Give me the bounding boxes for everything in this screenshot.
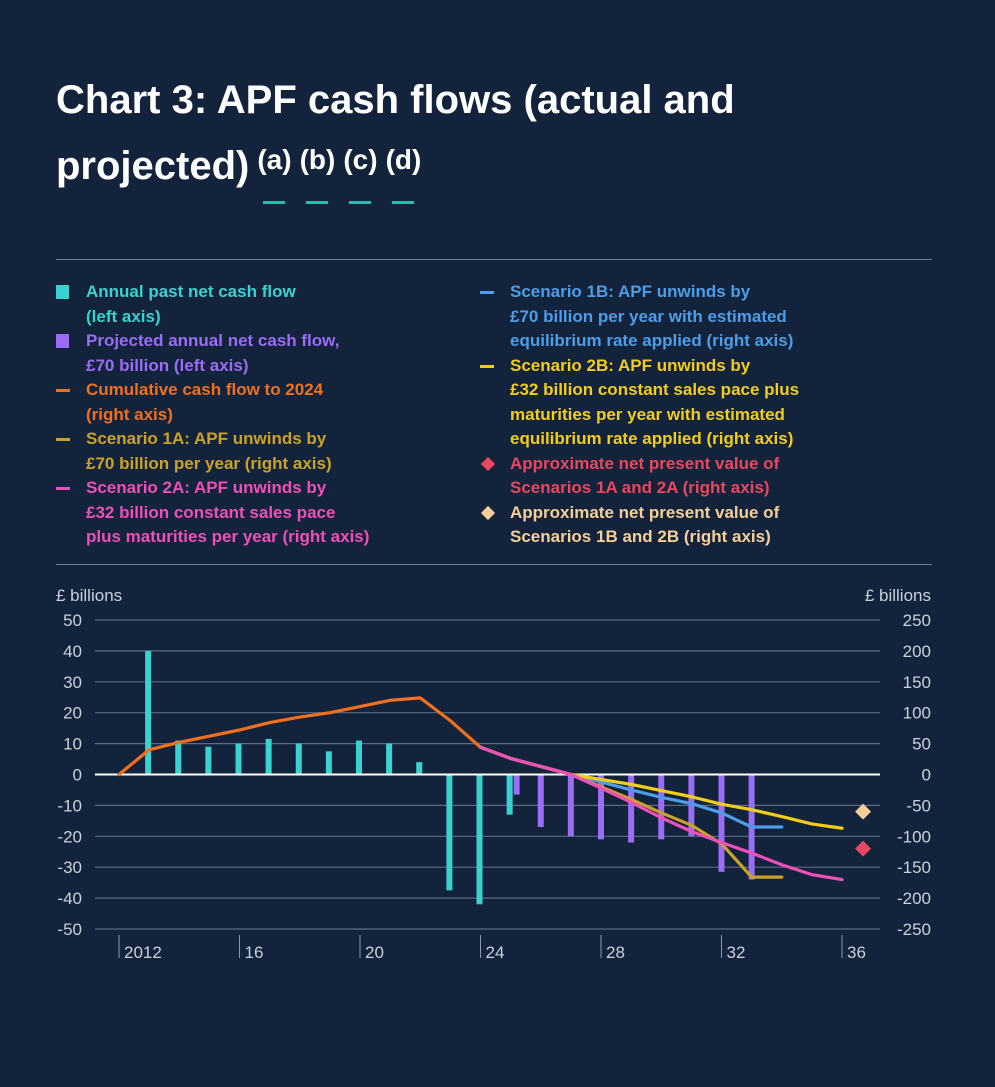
legend-item-left-0: Annual past net cash flow (left axis) [56, 280, 446, 329]
legend-marker [56, 285, 69, 299]
legend-top-rule [56, 259, 932, 260]
footnote-link-d[interactable]: (d) [386, 130, 421, 204]
legend-marker [480, 364, 494, 368]
right-axis-tick-label: 200 [903, 642, 931, 661]
legend-label: Projected annual net cash flow, £70 bill… [86, 331, 340, 375]
series-line-scenario-2a [478, 745, 844, 882]
left-axis-tick-label: 40 [63, 642, 82, 661]
left-axis-tick-label: -20 [57, 827, 82, 846]
legend-item-right-2: Approximate net present value of Scenari… [480, 452, 940, 501]
legend-label: Cumulative cash flow to 2024 (right axis… [86, 380, 324, 424]
legend-marker [56, 438, 70, 441]
right-axis-tick-label: -200 [897, 889, 931, 908]
legend-label: Approximate net present value of Scenari… [510, 453, 780, 498]
left-axis-tick-label: -40 [57, 889, 82, 908]
legend-label: Scenario 2B: APF unwinds by £32 billion … [510, 355, 800, 449]
right-axis-unit: £ billions [864, 586, 931, 605]
left-axis-tick-label: 0 [73, 766, 82, 785]
legend-marker [480, 291, 494, 294]
chart-legend: Annual past net cash flow (left axis) Pro… [56, 270, 936, 560]
left-axis-tick-label: -50 [57, 920, 82, 939]
footnote-link-c[interactable]: (c) [343, 130, 378, 204]
x-axis-tick-label: 32 [727, 943, 746, 962]
bar-past-cash-flow [205, 746, 212, 775]
legend-item-right-0: Scenario 1B: APF unwinds by £70 billion … [480, 280, 940, 354]
series-line-cumulative-cash-flow-to-2024 [117, 696, 483, 777]
bar-projected-cash-flow [628, 774, 635, 843]
chart-title: Chart 3: APF cash flows (actual and proj… [56, 70, 936, 204]
right-axis-tick-label: -50 [906, 796, 931, 815]
bar-past-cash-flow [386, 743, 393, 775]
legend-marker [56, 334, 69, 348]
legend-item-left-4: Scenario 2A: APF unwinds by £32 billion … [56, 476, 446, 550]
bar-past-cash-flow [446, 774, 453, 891]
legend-item-left-2: Cumulative cash flow to 2024 (right axis… [56, 378, 446, 427]
bar-projected-cash-flow [718, 774, 725, 872]
bar-projected-cash-flow [688, 774, 695, 837]
legend-item-left-1: Projected annual net cash flow, £70 bill… [56, 329, 446, 378]
footnote-link-a[interactable]: (a) [257, 130, 292, 204]
bar-projected-cash-flow [598, 774, 604, 840]
bar-past-cash-flow [265, 738, 272, 775]
right-axis-tick-label: -250 [897, 920, 931, 939]
bar-projected-cash-flow [658, 774, 665, 840]
legend-column-left: Annual past net cash flow (left axis) Pro… [56, 280, 446, 550]
npv-diamond [855, 803, 872, 820]
legend-marker [56, 487, 70, 490]
bar-past-cash-flow [235, 743, 242, 775]
legend-item-left-3: Scenario 1A: APF unwinds by £70 billion … [56, 427, 446, 476]
bar-past-cash-flow [175, 740, 182, 775]
x-axis-tick-label: 2012 [124, 943, 162, 962]
legend-label: Scenario 1B: APF unwinds by £70 billion … [510, 282, 794, 350]
x-axis-tick-label: 20 [365, 943, 384, 962]
bar-past-cash-flow [506, 774, 513, 815]
left-axis-tick-label: 30 [63, 673, 82, 692]
bar-past-cash-flow [476, 774, 483, 905]
x-axis-tick-label: 24 [486, 943, 505, 962]
right-axis-tick-label: 250 [903, 611, 931, 630]
legend-item-right-3: Approximate net present value of Scenari… [480, 501, 940, 550]
right-axis-tick-label: 0 [922, 766, 931, 785]
left-axis-tick-label: -10 [57, 796, 82, 815]
bar-projected-cash-flow [567, 774, 574, 837]
bar-past-cash-flow [325, 751, 332, 775]
legend-item-right-1: Scenario 2B: APF unwinds by £32 billion … [480, 354, 940, 452]
right-axis-tick-label: -150 [897, 858, 931, 877]
legend-marker [56, 389, 70, 392]
legend-bottom-rule [56, 564, 932, 565]
bar-past-cash-flow [295, 743, 302, 775]
legend-label: Scenario 1A: APF unwinds by £70 billion … [86, 429, 332, 473]
left-axis-tick-label: 50 [63, 611, 82, 630]
legend-label: Annual past net cash flow (left axis) [86, 282, 296, 326]
chart-title-text: Chart 3: APF cash flows (actual and proj… [56, 78, 735, 188]
legend-column-right: Scenario 1B: APF unwinds by £70 billion … [480, 280, 940, 550]
footnote-link-b[interactable]: (b) [300, 130, 335, 204]
x-axis-tick-label: 28 [606, 943, 625, 962]
right-axis-tick-label: 50 [912, 735, 931, 754]
bar-projected-cash-flow [513, 774, 520, 795]
right-axis-tick-label: 100 [903, 704, 931, 723]
right-axis-tick-label: -100 [897, 827, 931, 846]
bar-projected-cash-flow [537, 774, 544, 828]
bar-past-cash-flow [145, 650, 152, 775]
x-axis-tick-label: 36 [847, 943, 866, 962]
right-axis-tick-label: 150 [903, 673, 931, 692]
left-axis-unit: £ billions [56, 586, 123, 605]
left-axis-tick-label: -30 [57, 858, 82, 877]
left-axis-tick-label: 10 [63, 735, 82, 754]
legend-label: Approximate net present value of Scenari… [510, 502, 780, 547]
bar-past-cash-flow [416, 762, 423, 775]
x-axis-tick-label: 16 [245, 943, 264, 962]
legend-label: Scenario 2A: APF unwinds by £32 billion … [86, 478, 370, 546]
left-axis-tick-label: 20 [63, 704, 82, 723]
bar-past-cash-flow [356, 740, 362, 775]
npv-diamond [855, 840, 872, 857]
